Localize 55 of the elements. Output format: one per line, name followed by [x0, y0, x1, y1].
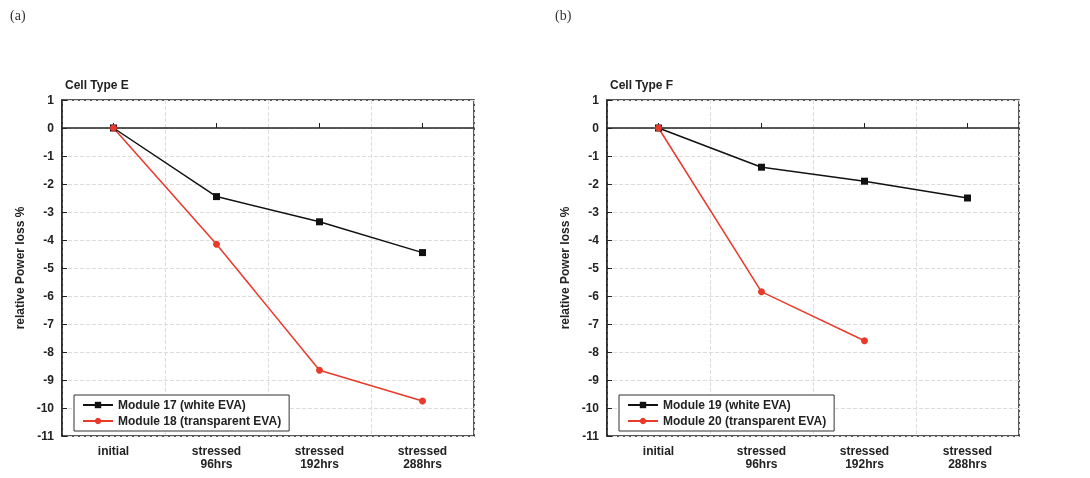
text: (b) — [555, 7, 572, 24]
point — [861, 337, 868, 345]
legend-label: Module 17 (white EVA) — [118, 398, 246, 412]
x-tick-label: stressed 192hrs — [294, 443, 345, 471]
y-tick-label: -9 — [588, 373, 600, 387]
y-tick-label: 1 — [592, 93, 600, 107]
point — [316, 366, 323, 374]
legend-label: Module 18 (transparent EVA) — [118, 414, 282, 428]
point — [964, 194, 971, 202]
y-tick-label: -8 — [43, 345, 55, 359]
y-tick-label: -5 — [43, 261, 55, 275]
y-tick-label: -6 — [588, 289, 600, 303]
point — [419, 397, 426, 405]
point — [419, 249, 426, 257]
y-tick-label: -2 — [43, 177, 55, 191]
point — [758, 288, 765, 296]
x-tick-label: initial — [642, 443, 675, 458]
legend-label: Module 20 (transparent EVA) — [663, 414, 827, 428]
y-tick-label: -2 — [588, 177, 600, 191]
y-tick-label: -6 — [43, 289, 55, 303]
y-tick-label: 0 — [47, 121, 55, 135]
x-tick-label: initial — [97, 443, 130, 458]
y-tick-label: -11 — [582, 429, 600, 443]
y-tick-label: 0 — [592, 121, 600, 135]
y-tick-label: -3 — [43, 205, 55, 219]
point — [213, 240, 220, 248]
y-axis-title: relative Power loss % — [557, 206, 572, 330]
point — [316, 218, 323, 226]
y-tick-label: -4 — [43, 233, 55, 247]
x-tick-label: stressed 288hrs — [397, 443, 448, 471]
y-tick-label: -10 — [581, 401, 600, 415]
point — [758, 163, 765, 171]
point — [213, 193, 220, 201]
text: (a) — [10, 7, 26, 24]
y-tick-label: -1 — [43, 149, 55, 163]
point — [861, 177, 868, 185]
x-tick-label: stressed 192hrs — [839, 443, 890, 471]
y-tick-label: -5 — [588, 261, 600, 275]
y-tick-label: -10 — [36, 401, 55, 415]
y-tick-label: -7 — [43, 317, 55, 331]
chart-title: Cell Type E — [65, 78, 129, 92]
y-tick-label: -4 — [588, 233, 600, 247]
y-tick-label: 1 — [47, 93, 55, 107]
legend-label: Module 19 (white EVA) — [663, 398, 791, 412]
y-tick-label: -9 — [43, 373, 55, 387]
y-tick-label: -7 — [588, 317, 600, 331]
y-tick-label: -3 — [588, 205, 600, 219]
y-tick-label: -11 — [37, 429, 55, 443]
y-axis-title: relative Power loss % — [12, 206, 27, 330]
x-tick-label: stressed 96hrs — [736, 443, 787, 471]
x-tick-label: stressed 96hrs — [191, 443, 242, 471]
y-tick-label: -1 — [588, 149, 600, 163]
y-tick-label: -8 — [588, 345, 600, 359]
x-tick-label: stressed 288hrs — [942, 443, 993, 471]
chart-title: Cell Type F — [610, 78, 674, 92]
